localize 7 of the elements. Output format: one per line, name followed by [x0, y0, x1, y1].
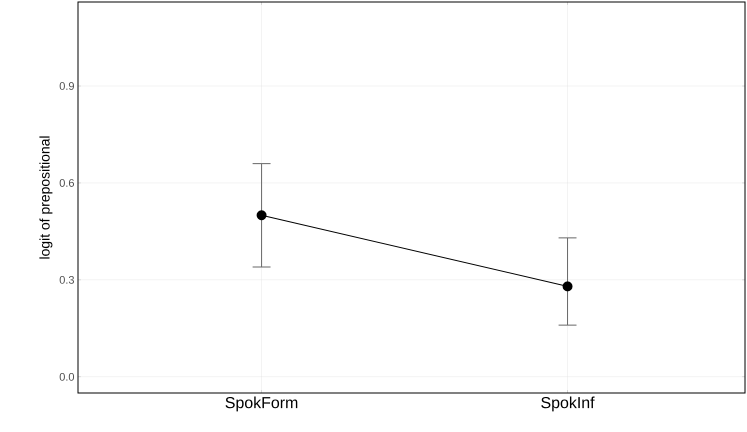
- x-tick-label: SpokInf: [541, 396, 595, 412]
- x-tick-label: SpokForm: [226, 396, 298, 412]
- y-tick-label: 0.3: [60, 276, 74, 284]
- y-axis-title: logit of prepositional: [39, 136, 52, 259]
- y-tick-label: 0.0: [60, 372, 74, 381]
- y-tick-label: 0.9: [60, 82, 74, 90]
- y-tick-label: 0.6: [60, 179, 74, 187]
